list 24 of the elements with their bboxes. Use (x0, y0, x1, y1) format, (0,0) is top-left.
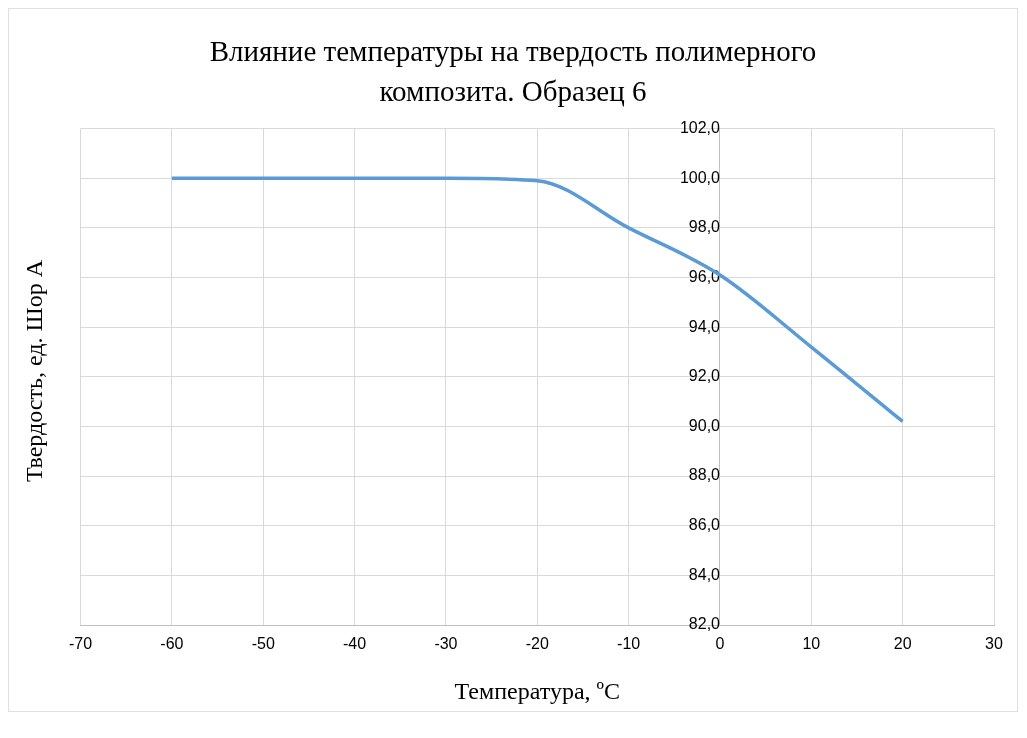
x-axis-title: Температура, ºС (454, 677, 620, 704)
y-tick-label: 92,0 (688, 367, 721, 385)
chart-title: Влияние температуры на твердость полимерного композита. Образец 6 (208, 34, 818, 109)
y-tick-label: 94,0 (688, 317, 721, 335)
y-tick-label: 82,0 (688, 615, 721, 633)
x-tick-label: -70 (69, 635, 93, 653)
x-tick-label: -10 (617, 635, 641, 653)
x-tick-label: 20 (893, 635, 912, 653)
x-tick-label: -40 (343, 635, 367, 653)
x-tick-label: -60 (160, 635, 184, 653)
x-tick-label: 30 (985, 635, 1003, 653)
y-tick-label: 88,0 (688, 466, 721, 484)
x-tick-label: -50 (251, 635, 275, 653)
x-tick-label: -30 (434, 635, 458, 653)
x-tick-label: 0 (715, 635, 725, 653)
y-tick-label: 86,0 (688, 516, 721, 534)
y-tick-label: 84,0 (688, 565, 721, 583)
x-tick-label: -20 (525, 635, 549, 653)
y-tick-label: 98,0 (688, 218, 721, 236)
y-tick-label: 90,0 (688, 416, 721, 434)
y-tick-label: 102,0 (679, 119, 721, 137)
x-tick-label: 10 (802, 635, 821, 653)
y-tick-label: 100,0 (679, 168, 721, 186)
y-axis-title: Твердость, ед. Шор А (20, 260, 48, 482)
